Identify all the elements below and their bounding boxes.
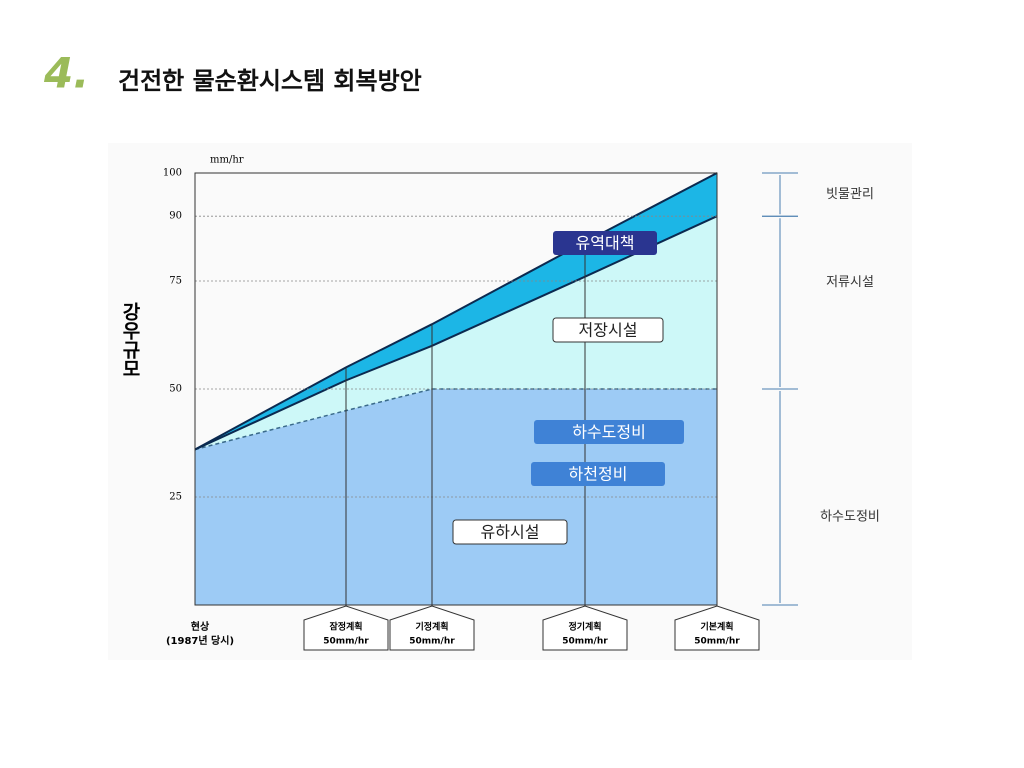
- y-tick-label: 90: [169, 211, 182, 222]
- y-unit: mm/hr: [210, 155, 244, 166]
- annotation-box: [552, 317, 664, 343]
- y-axis-title: 강우규모: [119, 302, 141, 378]
- annotation: 하천정비: [569, 465, 628, 484]
- category-box: [303, 605, 389, 651]
- x-tick-sublabel: 50mm/hr: [562, 637, 608, 647]
- x-tick-sublabel: 50mm/hr: [409, 637, 455, 647]
- annotation-box: [534, 420, 684, 444]
- category-box: [542, 605, 628, 651]
- y-tick-label: 50: [169, 384, 182, 395]
- annotation-box: [553, 231, 657, 255]
- annotation-box: [531, 462, 665, 486]
- annotation: 유하시설: [481, 523, 540, 542]
- y-tick-label: 100: [163, 168, 182, 179]
- x-tick-label: 기정계획: [415, 621, 448, 633]
- x-tick-label: 정기계획: [568, 621, 601, 633]
- slide-title: 건전한 물순환시스템 회복방안: [118, 67, 422, 95]
- range-label: 저류시설: [826, 275, 874, 290]
- x-tick-sublabel: (1987년 당시): [166, 634, 234, 647]
- range-label: 하수도정비: [820, 510, 880, 525]
- x-tick-sublabel: 50mm/hr: [694, 637, 740, 647]
- x-tick-sublabel: 50mm/hr: [323, 637, 369, 647]
- category-box: [674, 605, 760, 651]
- annotation: 저장시설: [579, 321, 638, 340]
- annotation: 유역대책: [576, 234, 635, 253]
- slide-number: 4.: [43, 49, 89, 98]
- x-tick-label: 잠정계획: [329, 621, 362, 633]
- annotation-box: [452, 519, 568, 545]
- y-tick-label: 75: [169, 276, 182, 287]
- y-tick-label: 25: [169, 492, 182, 503]
- area: [195, 216, 717, 450]
- category-box: [389, 605, 475, 651]
- annotation: 하수도정비: [572, 423, 646, 442]
- x-tick-label: 현상: [191, 620, 210, 633]
- range-label: 빗물관리: [826, 187, 874, 202]
- x-tick-label: 기본계획: [700, 621, 733, 633]
